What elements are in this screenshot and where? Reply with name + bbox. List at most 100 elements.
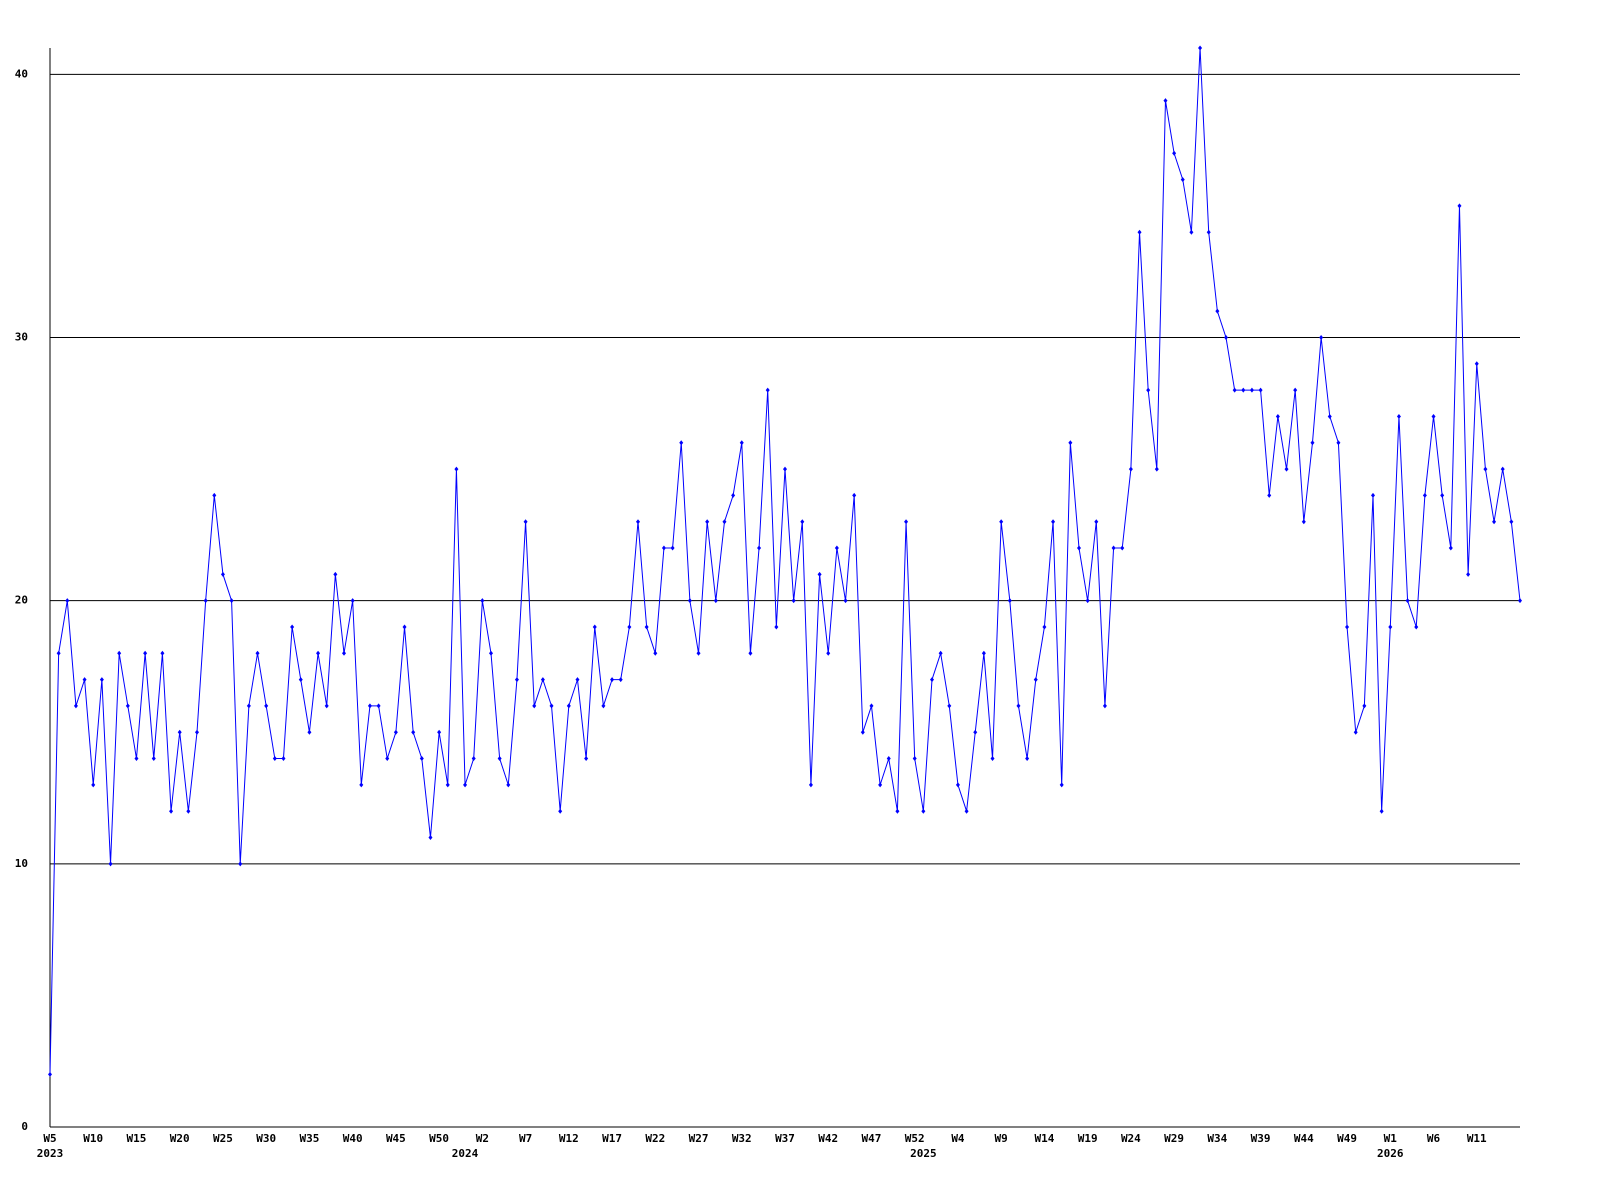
data-point [869,703,874,709]
data-point [497,756,502,762]
data-point [808,782,813,788]
data-point [1068,440,1073,446]
y-tick-label: 10 [15,857,28,870]
x-tick-label: W50 [429,1132,449,1145]
x-tick-label: W19 [1078,1132,1098,1145]
data-point [169,808,174,814]
data-point [817,571,822,577]
data-point [687,598,692,604]
data-point [1137,229,1142,235]
data-point [1094,519,1099,525]
data-point [1206,229,1211,235]
x-tick-label: W7 [519,1132,532,1145]
data-point [1284,466,1289,472]
data-point [125,703,130,709]
x-tick-label: W2 [476,1132,489,1145]
x-tick-label: W34 [1207,1132,1227,1145]
data-point [1267,492,1272,498]
data-point [316,650,321,656]
data-point [1293,387,1298,393]
data-point [783,466,787,472]
data-point [1146,387,1151,393]
x-tick-label: W15 [127,1132,147,1145]
data-point [1448,545,1453,551]
data-point [385,756,390,762]
data-point [255,650,260,656]
data-point [705,519,710,525]
data-point [1077,545,1081,551]
data-point [1336,440,1341,446]
data-point [1345,624,1350,630]
data-point [627,624,632,630]
data-point [195,729,199,735]
data-point [618,677,623,683]
data-point [1474,361,1479,367]
x-tick-label: W10 [83,1132,103,1145]
data-point [1310,440,1315,446]
data-point [1414,624,1419,630]
data-point [765,387,770,393]
x-tick-label: W25 [213,1132,233,1145]
data-point [506,782,511,788]
data-point [1509,519,1514,525]
data-point [644,624,649,630]
data-point [1275,413,1280,419]
data-point [393,729,398,735]
data-point [428,835,433,841]
data-point [886,756,891,762]
data-point [696,650,701,656]
data-point [437,729,442,735]
data-point [411,729,416,735]
data-point [151,756,156,762]
data-point [610,677,615,683]
data-point [1016,703,1021,709]
data-point [1492,519,1497,525]
x-tick-label: W9 [995,1132,1008,1145]
x-tick-label: W27 [689,1132,709,1145]
data-point [661,545,666,551]
data-point [463,782,468,788]
data-point [774,624,779,630]
data-point [757,545,762,551]
x-tick-label: W39 [1251,1132,1271,1145]
data-point [1120,545,1125,551]
data-point [480,598,485,604]
data-point [48,1071,52,1077]
data-point [930,677,934,683]
data-point [791,598,796,604]
data-point [402,624,407,630]
data-point [220,571,225,577]
year-label: 2025 [910,1147,937,1160]
data-point [1111,545,1116,551]
data-point [229,598,234,604]
x-tick-label: W12 [559,1132,579,1145]
data-point [281,756,286,762]
data-point [445,782,450,788]
data-point [1388,624,1393,630]
data-point [1059,782,1064,788]
data-point [1051,519,1056,525]
data-point [826,650,831,656]
data-point [532,703,537,709]
data-point [264,703,269,709]
data-point [376,703,381,709]
x-tick-label: W45 [386,1132,406,1145]
data-point [1163,98,1168,104]
x-tick-label: W49 [1337,1132,1357,1145]
data-point [514,677,519,683]
year-label: 2024 [452,1147,479,1160]
data-point [1405,598,1410,604]
data-point [1042,624,1047,630]
data-point [1033,677,1038,683]
data-point [272,756,277,762]
data-point [1180,177,1185,183]
year-label: 2023 [37,1147,64,1160]
data-point [1249,387,1254,393]
y-tick-label: 30 [15,330,28,343]
x-tick-label: W22 [645,1132,665,1145]
x-tick-label: W40 [343,1132,363,1145]
data-point [1154,466,1159,472]
data-point [1518,598,1522,604]
data-point [307,729,312,735]
data-point [1457,203,1462,209]
